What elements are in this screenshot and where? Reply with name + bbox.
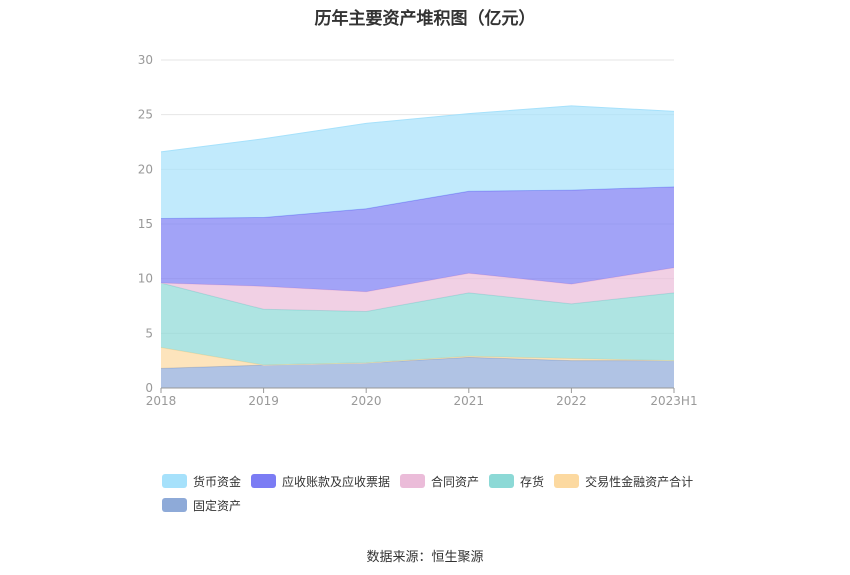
area-series bbox=[160, 105, 675, 388]
legend-item[interactable]: 货币资金 bbox=[162, 473, 241, 489]
data-source: 数据来源：恒生聚源 bbox=[366, 550, 484, 565]
y-tick-label: 10 bbox=[138, 272, 153, 286]
legend-item[interactable]: 存货 bbox=[489, 473, 544, 489]
y-tick-label: 25 bbox=[138, 108, 153, 122]
legend-swatch bbox=[251, 474, 277, 488]
chart-title: 历年主要资产堆积图（亿元） bbox=[314, 9, 536, 29]
legend-label: 固定资产 bbox=[193, 498, 242, 513]
legend-swatch bbox=[554, 474, 580, 488]
x-tick-label: 2021 bbox=[454, 394, 485, 408]
area-series-3 bbox=[161, 267, 674, 312]
legend-swatch bbox=[489, 474, 515, 488]
y-tick-label: 15 bbox=[138, 217, 153, 231]
legend-item[interactable]: 交易性金融资产合计 bbox=[554, 473, 693, 489]
area-series-1 bbox=[161, 347, 674, 369]
legend-swatch bbox=[162, 498, 187, 512]
area-series-0 bbox=[161, 357, 674, 388]
legend-item[interactable]: 应收账款及应收票据 bbox=[251, 473, 390, 489]
legend-label: 货币资金 bbox=[193, 474, 242, 489]
legend-label: 交易性金融资产合计 bbox=[585, 474, 694, 489]
x-tick-label: 2018 bbox=[146, 394, 177, 408]
series-line-5 bbox=[160, 105, 675, 153]
legend-label: 存货 bbox=[520, 474, 545, 489]
stacked-area-chart: 0 5 10 15 20 25 30 2018 2019 2020 2021 2022 2023H1 bbox=[138, 53, 698, 408]
legend-swatch bbox=[400, 474, 426, 488]
legend-item[interactable]: 合同资产 bbox=[400, 473, 479, 489]
legend-item[interactable]: 固定资产 bbox=[162, 497, 241, 513]
y-tick-label: 0 bbox=[145, 381, 153, 395]
axes: 0 5 10 15 20 25 30 2018 2019 2020 2021 2022 2023H1 bbox=[138, 53, 698, 408]
area-series-4 bbox=[161, 186, 674, 292]
x-tick-label: 2023H1 bbox=[650, 394, 697, 408]
x-tick-label: 2022 bbox=[556, 394, 587, 408]
legend-label: 合同资产 bbox=[431, 474, 480, 489]
x-tick-label: 2020 bbox=[351, 394, 382, 408]
x-tick-label: 2019 bbox=[248, 394, 279, 408]
legend-swatch bbox=[162, 474, 187, 488]
legend: 货币资金 应收账款及应收票据 合同资产 存货 交易性金融资产合计固定资产 bbox=[162, 473, 722, 521]
y-tick-label: 30 bbox=[138, 53, 153, 67]
y-tick-label: 5 bbox=[145, 326, 153, 340]
area-series-2 bbox=[161, 283, 674, 366]
area-series-5 bbox=[161, 105, 674, 219]
y-tick-label: 20 bbox=[138, 162, 153, 176]
legend-label: 应收账款及应收票据 bbox=[282, 474, 391, 489]
